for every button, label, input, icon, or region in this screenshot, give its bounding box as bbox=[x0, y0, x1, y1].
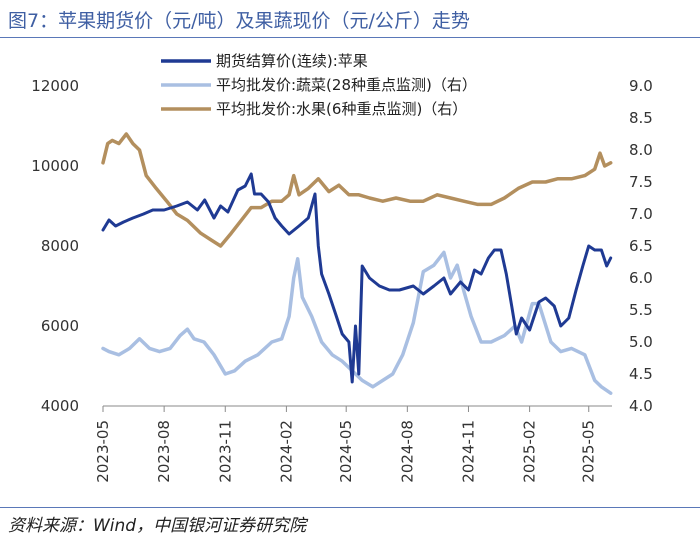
x-tick-label: 2025-02 bbox=[521, 420, 539, 483]
x-tick-label: 2023-05 bbox=[94, 420, 112, 483]
y-right-tick-label: 4.5 bbox=[629, 365, 653, 383]
x-tick-label: 2024-05 bbox=[337, 420, 355, 483]
y-right-tick-label: 6.0 bbox=[629, 269, 653, 287]
x-tick-label: 2024-11 bbox=[459, 420, 477, 483]
y-left-tick-label: 12000 bbox=[31, 77, 79, 95]
y-right-tick-label: 5.5 bbox=[629, 301, 653, 319]
series-line-2 bbox=[101, 250, 613, 395]
x-tick-label: 2024-08 bbox=[398, 420, 416, 483]
y-right-tick-label: 8.5 bbox=[629, 109, 653, 127]
y-left-tick-label: 6000 bbox=[41, 317, 79, 335]
legend-label-1: 期货结算价(连续):苹果 bbox=[216, 52, 368, 70]
y-left-tick-label: 4000 bbox=[41, 397, 79, 415]
y-right-tick-label: 6.5 bbox=[629, 237, 653, 255]
y-right-tick-label: 4.0 bbox=[629, 397, 653, 415]
series-lines bbox=[101, 132, 613, 395]
x-tick-label: 2025-05 bbox=[580, 420, 598, 483]
y-left-tick-label: 8000 bbox=[41, 237, 79, 255]
x-tick-label: 2024-02 bbox=[277, 420, 295, 483]
y-right-tick-label: 7.0 bbox=[629, 205, 653, 223]
legend-label-3: 平均批发价:水果(6种重点监测)（右） bbox=[216, 100, 467, 118]
y-right-tick-label: 8.0 bbox=[629, 141, 653, 159]
series-line-1 bbox=[101, 172, 613, 384]
source-note: 资料来源：Wind，中国银河证券研究院 bbox=[8, 516, 307, 536]
axes: 4000 6000 8000 10000 12000 4.0 4.5 5.0 5.5 6.0 6.5… bbox=[31, 77, 653, 483]
y-right-tick-label: 9.0 bbox=[629, 77, 653, 95]
chart-canvas: 4000 6000 8000 10000 12000 4.0 4.5 5.0 5.5 6.0 6.5… bbox=[31, 52, 653, 483]
y-right-tick-label: 5.0 bbox=[629, 333, 653, 351]
chart-title: 图7：苹果期货价（元/吨）及果蔬现价（元/公斤）走势 bbox=[8, 10, 470, 32]
series-line-3 bbox=[101, 132, 613, 248]
y-right-tick-label: 7.5 bbox=[629, 173, 653, 191]
title-divider bbox=[0, 37, 700, 38]
x-tick-label: 2023-11 bbox=[216, 420, 234, 483]
x-tick-label: 2023-08 bbox=[155, 420, 173, 483]
y-left-tick-label: 10000 bbox=[31, 157, 79, 175]
legend-label-2: 平均批发价:蔬菜(28种重点监测)（右） bbox=[216, 76, 477, 94]
footer-divider bbox=[0, 507, 700, 508]
